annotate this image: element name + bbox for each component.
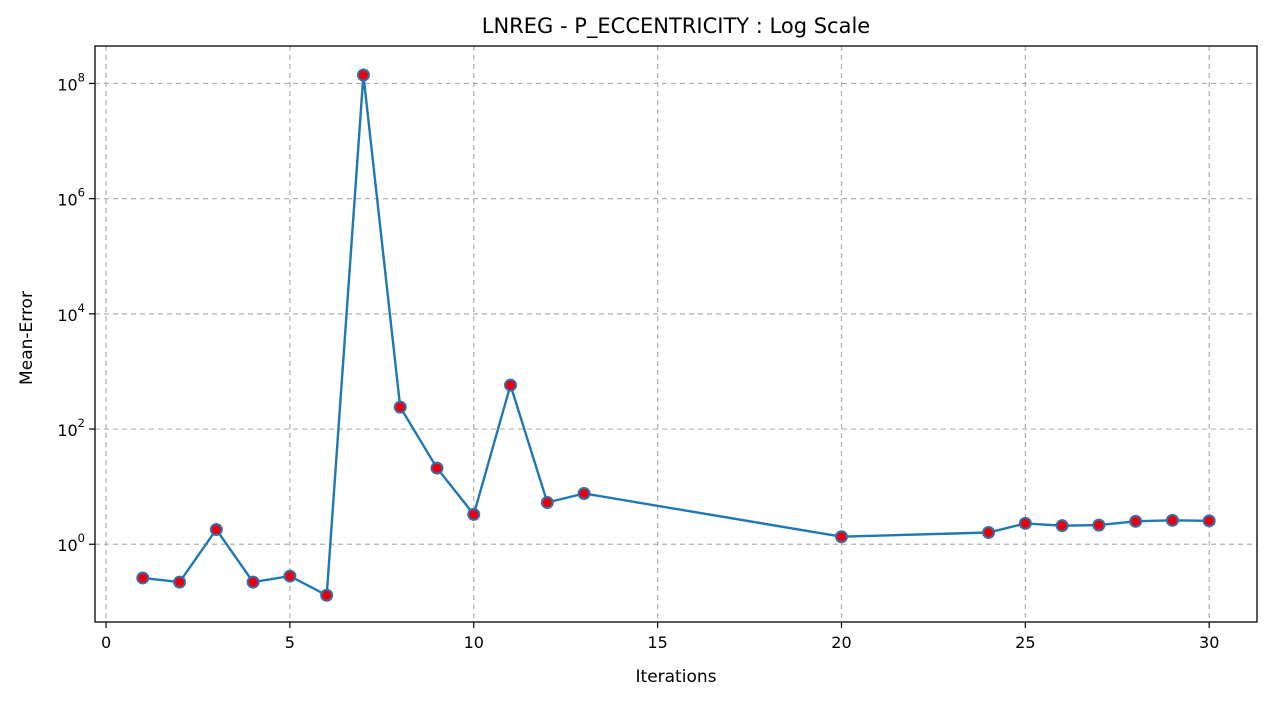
data-point <box>1165 513 1179 527</box>
data-point <box>1202 514 1216 528</box>
data-point <box>540 496 554 510</box>
series-line <box>142 74 1210 598</box>
y-tick-base: 10 <box>57 421 77 440</box>
data-point <box>982 525 996 539</box>
y-tick-exponent: 0 <box>78 531 85 545</box>
x-tick-label: 20 <box>831 633 851 652</box>
y-tick-exponent: 4 <box>78 301 85 315</box>
y-tick-label: 100 <box>57 531 85 555</box>
y-tick-label: 106 <box>57 186 85 210</box>
x-tick-label: 25 <box>1015 633 1035 652</box>
y-tick-label: 102 <box>57 416 85 440</box>
data-series <box>136 68 1216 602</box>
data-point <box>834 530 848 544</box>
grid <box>95 46 1257 622</box>
data-point <box>1055 519 1069 533</box>
data-point <box>467 507 481 521</box>
y-tick-exponent: 2 <box>78 416 85 430</box>
x-axis-label: Iterations <box>636 667 717 687</box>
data-point <box>246 575 260 589</box>
y-tick-label: 108 <box>57 70 85 94</box>
y-tick-exponent: 8 <box>78 70 85 84</box>
y-tick-base: 10 <box>57 536 77 555</box>
data-point <box>1129 514 1143 528</box>
y-tick-base: 10 <box>57 75 77 94</box>
plot-frame <box>94 45 1258 623</box>
x-tick-label: 10 <box>464 633 484 652</box>
y-tick-base: 10 <box>57 306 77 325</box>
x-tick-label: 15 <box>647 633 667 652</box>
y-tick-exponent: 6 <box>78 186 85 200</box>
chart-title: LNREG - P_ECCENTRICITY : Log Scale <box>482 14 870 39</box>
x-tick-label: 0 <box>101 633 111 652</box>
data-point <box>283 569 297 583</box>
y-axis-label: Mean-Error <box>17 291 37 385</box>
x-axis: 0 5 10 15 20 25 30 <box>101 622 1219 652</box>
data-point <box>209 523 223 537</box>
data-point <box>393 400 407 414</box>
data-point <box>136 571 150 585</box>
data-point <box>577 487 591 501</box>
x-tick-label: 30 <box>1199 633 1219 652</box>
data-point <box>1018 516 1032 530</box>
data-point <box>1092 518 1106 532</box>
y-tick-base: 10 <box>57 191 77 210</box>
x-tick-label: 5 <box>285 633 295 652</box>
data-point <box>173 575 187 589</box>
data-point <box>430 461 444 475</box>
data-point <box>504 378 518 392</box>
data-point <box>356 68 370 82</box>
y-tick-label: 104 <box>57 301 85 325</box>
data-point <box>320 588 334 602</box>
